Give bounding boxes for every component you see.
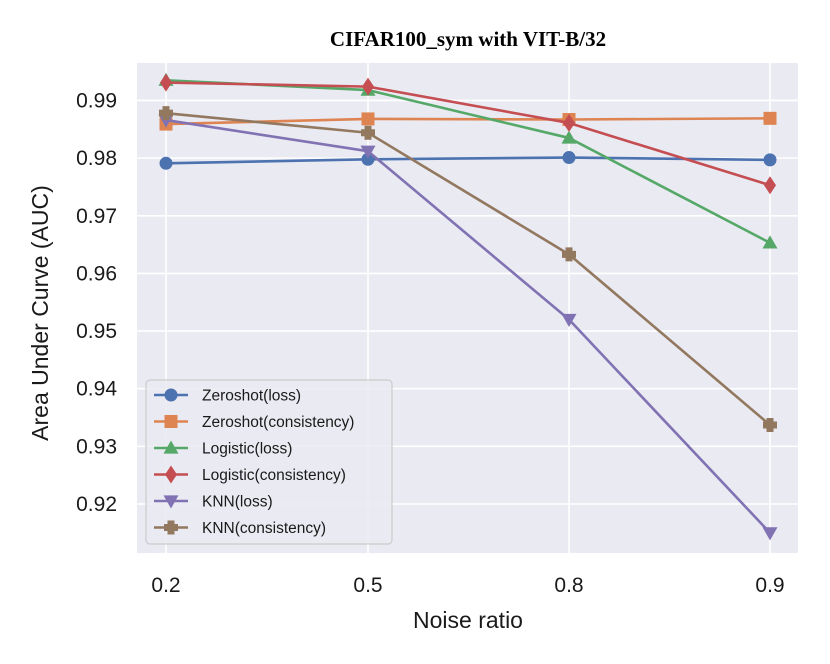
legend-item: KNN(consistency) <box>154 520 326 537</box>
y-tick-label: 0.95 <box>76 320 117 343</box>
x-tick-label: 0.2 <box>151 574 180 597</box>
legend-marker <box>165 465 177 484</box>
data-point <box>563 113 575 132</box>
data-point <box>762 527 778 541</box>
x-axis-label: Noise ratio <box>413 607 523 633</box>
legend: Zeroshot(loss) Zeroshot(consistency) Logis… <box>145 379 393 545</box>
data-point <box>562 247 576 262</box>
x-tick-label: 0.8 <box>554 574 583 597</box>
data-point <box>763 111 777 125</box>
series-logistic-consistency <box>160 73 776 195</box>
legend-marker <box>164 520 178 535</box>
data-point <box>361 112 375 126</box>
x-tick-label: 0.9 <box>755 574 784 597</box>
legend-label: Zeroshot(consistency) <box>202 414 354 431</box>
y-tick-label: 0.97 <box>76 205 117 228</box>
series-zeroshot-loss <box>159 151 777 170</box>
y-tick-label: 0.96 <box>76 262 117 285</box>
series-group <box>158 72 778 541</box>
series-line <box>165 81 771 187</box>
y-tick-label: 0.98 <box>76 147 117 170</box>
legend-marker <box>164 388 178 402</box>
data-point <box>763 153 777 167</box>
y-axis-label: Area Under Curve (AUC) <box>27 185 53 441</box>
legend-label: Logistic(consistency) <box>202 467 346 484</box>
x-tick-label: 0.5 <box>353 574 382 597</box>
series-line <box>165 118 771 534</box>
legend-item: Zeroshot(consistency) <box>154 414 354 431</box>
legend-label: Logistic(loss) <box>202 441 292 458</box>
data-point <box>562 151 576 165</box>
chart-title: CIFAR100_sym with VIT-B/32 <box>330 27 606 51</box>
data-point <box>763 418 777 433</box>
series-knn-consistency <box>159 106 777 433</box>
series-line <box>165 156 771 165</box>
data-point <box>561 313 577 328</box>
y-tick-label: 0.92 <box>76 493 117 516</box>
data-point <box>159 156 173 170</box>
series-knn-loss <box>158 114 778 541</box>
legend-item: Logistic(loss) <box>154 440 292 458</box>
series-line <box>165 111 771 427</box>
y-axis: 0.92 0.93 0.94 0.95 0.96 0.97 0.98 0.99 <box>76 89 117 516</box>
legend-box <box>145 379 393 545</box>
data-point <box>160 73 172 92</box>
legend-item: KNN(loss) <box>154 494 273 511</box>
data-point <box>361 125 375 140</box>
legend-label: Zeroshot(loss) <box>202 388 301 405</box>
data-point <box>158 114 174 128</box>
data-point <box>159 106 173 121</box>
y-tick-label: 0.93 <box>76 435 117 458</box>
legend-item: Zeroshot(loss) <box>154 388 301 405</box>
data-point <box>762 235 778 249</box>
y-tick-label: 0.94 <box>76 378 117 401</box>
data-point <box>764 176 776 195</box>
legend-label: KNN(loss) <box>202 494 273 511</box>
y-tick-label: 0.99 <box>76 89 117 112</box>
data-point <box>361 152 375 166</box>
legend-label: KNN(consistency) <box>202 520 326 537</box>
legend-item: Logistic(consistency) <box>154 465 346 484</box>
data-point <box>360 145 376 159</box>
legend-marker <box>164 415 178 428</box>
legend-marker <box>163 440 179 454</box>
data-point <box>362 77 374 96</box>
data-point <box>561 130 577 144</box>
series-line <box>165 117 771 126</box>
legend-marker <box>163 495 179 509</box>
x-axis: 0.2 0.5 0.8 0.9 <box>151 574 784 597</box>
